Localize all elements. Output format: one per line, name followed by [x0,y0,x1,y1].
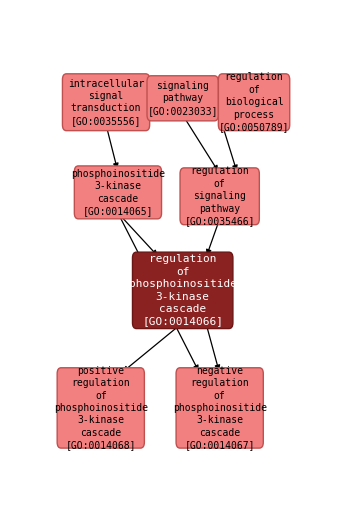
Text: positive
regulation
of
phosphoinositide
3-kinase
cascade
[GO:0014068]: positive regulation of phosphoinositide … [54,366,148,450]
Text: intracellular
signal
transduction
[GO:0035556]: intracellular signal transduction [GO:00… [68,78,144,126]
Text: phosphoinositide
3-kinase
cascade
[GO:0014065]: phosphoinositide 3-kinase cascade [GO:00… [71,169,165,216]
FancyBboxPatch shape [176,368,263,448]
FancyBboxPatch shape [74,166,162,219]
FancyBboxPatch shape [62,74,150,131]
Text: regulation
of
phosphoinositide
3-kinase
cascade
[GO:0014066]: regulation of phosphoinositide 3-kinase … [129,254,237,326]
Text: negative
regulation
of
phosphoinositide
3-kinase
cascade
[GO:0014067]: negative regulation of phosphoinositide … [173,366,267,450]
Text: regulation
of
biological
process
[GO:0050789]: regulation of biological process [GO:005… [219,72,289,132]
FancyBboxPatch shape [132,252,233,329]
FancyBboxPatch shape [218,74,290,131]
Text: regulation
of
signaling
pathway
[GO:0035466]: regulation of signaling pathway [GO:0035… [184,166,255,226]
FancyBboxPatch shape [147,76,218,121]
Text: signaling
pathway
[GO:0023033]: signaling pathway [GO:0023033] [147,81,218,116]
FancyBboxPatch shape [180,168,260,224]
FancyBboxPatch shape [57,368,144,448]
